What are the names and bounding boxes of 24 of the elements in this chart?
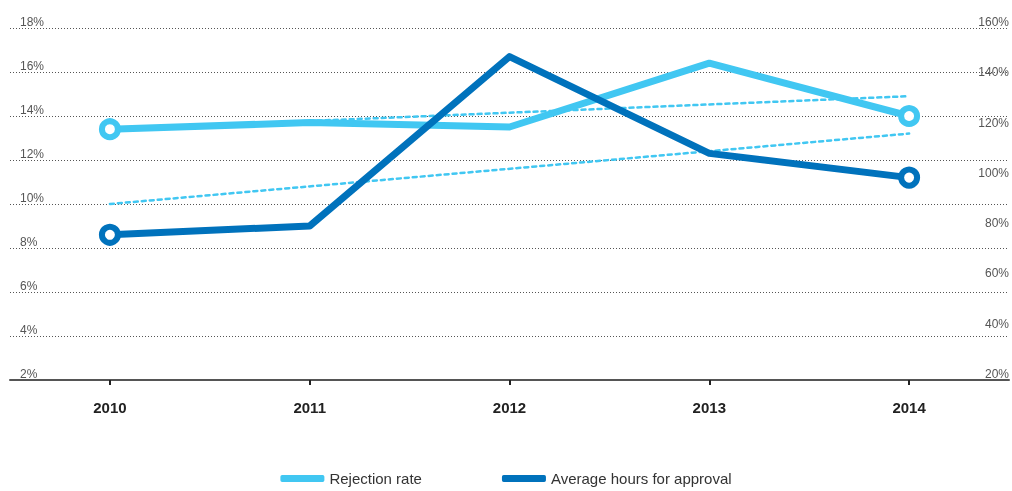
y2-tick-label: 140% — [978, 65, 1010, 80]
y-tick-label: 10% — [20, 191, 45, 205]
y2-tick-label: 20% — [984, 367, 1010, 381]
y2-tick-label: 80% — [984, 216, 1010, 231]
y-tick-label: 4% — [20, 323, 38, 337]
x-tick-label: 2011 — [293, 399, 326, 416]
legend-label: Average hours for approval — [550, 470, 732, 487]
legend-label: Rejection rate — [329, 470, 422, 487]
y-tick-label: 16% — [20, 59, 45, 73]
y2-tick-label: 160% — [978, 15, 1010, 29]
y-tick-label: 2% — [20, 367, 38, 381]
x-tick-label: 2013 — [692, 399, 726, 416]
x-tick-label: 2010 — [93, 399, 127, 416]
y2-tick-label: 40% — [984, 316, 1010, 331]
x-tick-label: 2012 — [492, 399, 527, 416]
y-tick-label: 8% — [20, 235, 38, 249]
x-tick-label: 2014 — [892, 399, 927, 416]
y2-tick-label: 60% — [984, 266, 1010, 281]
y2-tick-label: 100% — [978, 165, 1010, 180]
y2-tick-label: 120% — [978, 115, 1010, 130]
y-tick-label: 14% — [20, 103, 45, 117]
y-tick-label: 6% — [20, 279, 38, 293]
y-tick-label: 18% — [20, 15, 45, 29]
y-tick-label: 12% — [20, 147, 45, 161]
